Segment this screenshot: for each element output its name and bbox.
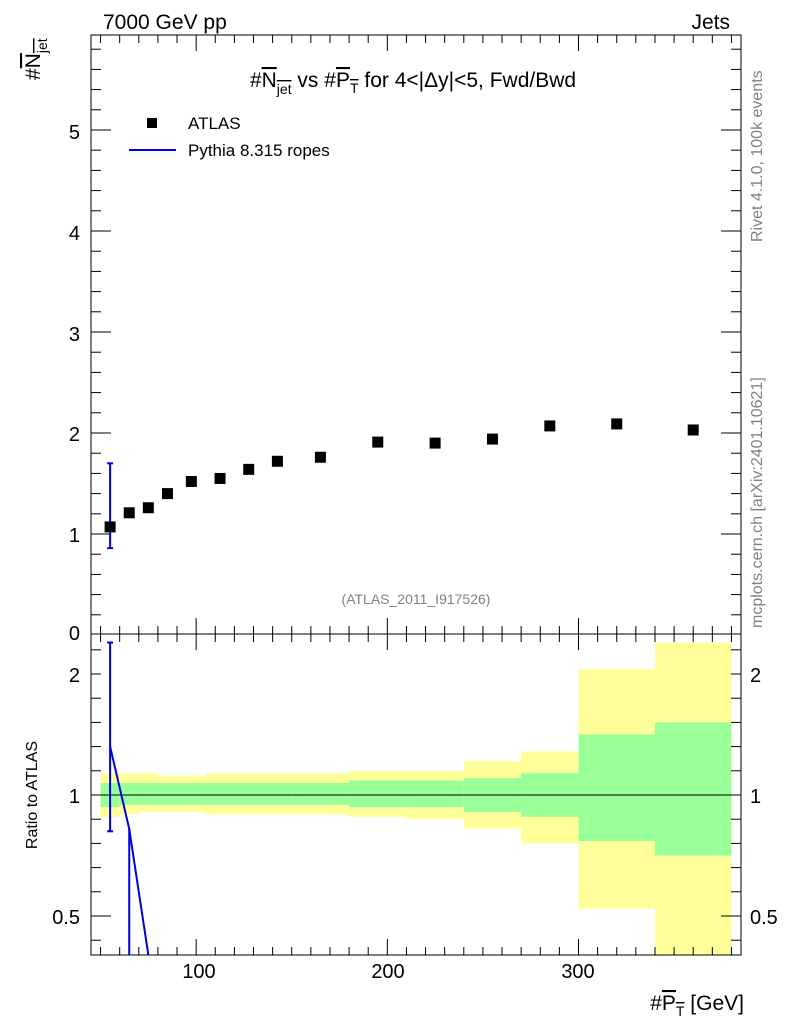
- atlas-data-point: [429, 437, 441, 449]
- main-ylabel: #Njet: [22, 38, 50, 80]
- legend-pythia-label: Pythia 8.315 ropes: [188, 141, 330, 160]
- x-axis-label: #PT [GeV]: [650, 992, 744, 1019]
- uncertainty-band-inner: [578, 734, 655, 841]
- axis-ticks: [91, 35, 741, 955]
- main-ytick-label: 3: [69, 324, 80, 346]
- uncertainty-band-inner: [138, 782, 158, 805]
- title-njet-symbol: Njet: [262, 69, 292, 97]
- main-ytick-label: 5: [69, 122, 80, 144]
- xtick-label: 300: [561, 961, 594, 983]
- header-right: Jets: [691, 11, 730, 34]
- atlas-data-point: [271, 455, 283, 467]
- uncertainty-band-inner: [119, 782, 139, 805]
- ratio-ytick-label: 2: [69, 665, 80, 687]
- mcplots-label: mcplots.cern.ch [arXiv:2401.10621]: [749, 377, 766, 628]
- ratio-ytick-label: 1: [69, 786, 80, 808]
- uncertainty-band-inner: [291, 782, 350, 805]
- atlas-data-point: [314, 451, 326, 463]
- ratio-data-marks: [107, 641, 150, 956]
- main-data-marks: [104, 418, 699, 550]
- uncertainty-band-inner: [263, 782, 292, 805]
- atlas-data-point: [161, 488, 173, 500]
- main-ytick-label: 4: [69, 223, 80, 245]
- atlas-data-point: [544, 420, 556, 432]
- uncertainty-band-inner: [177, 782, 206, 805]
- atlas-data-point: [243, 463, 255, 475]
- legend: ATLAS Pythia 8.315 ropes: [129, 114, 330, 160]
- xtick-label: 200: [371, 961, 404, 983]
- atlas-data-point: [214, 472, 226, 484]
- main-ytick-label: 2: [69, 424, 80, 446]
- uncertainty-band-inner: [349, 780, 407, 808]
- atlas-data-point: [142, 502, 154, 514]
- uncertainty-band-inner: [157, 782, 178, 805]
- atlas-data-point: [486, 433, 498, 445]
- atlas-data-point: [104, 521, 116, 533]
- uncertainty-band-inner: [234, 782, 264, 805]
- rivet-label: Rivet 4.1.0, 100k events: [749, 70, 766, 242]
- ratio-ytick-label-right: 2: [750, 665, 761, 687]
- legend-atlas-marker: [147, 118, 157, 128]
- plot-title: #Njet vs #PT for 4<|Δy|<5, Fwd/Bwd: [250, 69, 576, 97]
- ratio-ytick-label: 0.5: [52, 907, 80, 929]
- header-left: 7000 GeV pp: [103, 11, 227, 34]
- main-ytick-label: 0: [69, 623, 80, 645]
- ratio-ylabel: Ratio to ATLAS: [24, 741, 41, 849]
- main-ytick-label: 1: [69, 525, 80, 547]
- uncertainty-band-inner: [406, 780, 464, 808]
- atlas-data-point: [611, 418, 623, 430]
- atlas-data-point: [687, 424, 699, 436]
- xtick-label: 100: [182, 961, 215, 983]
- atlas-data-point: [185, 475, 197, 487]
- analysis-id: (ATLAS_2011_I917526): [342, 591, 491, 607]
- ratio-ytick-label-right: 1: [750, 786, 761, 808]
- uncertainty-band-inner: [654, 722, 732, 856]
- ratio-ytick-label-right: 0.5: [750, 907, 778, 929]
- ratio-bands: [91, 642, 741, 955]
- atlas-data-point: [123, 507, 135, 519]
- uncertainty-band-inner: [205, 782, 235, 805]
- atlas-data-point: [372, 436, 384, 448]
- legend-atlas-label: ATLAS: [188, 114, 241, 133]
